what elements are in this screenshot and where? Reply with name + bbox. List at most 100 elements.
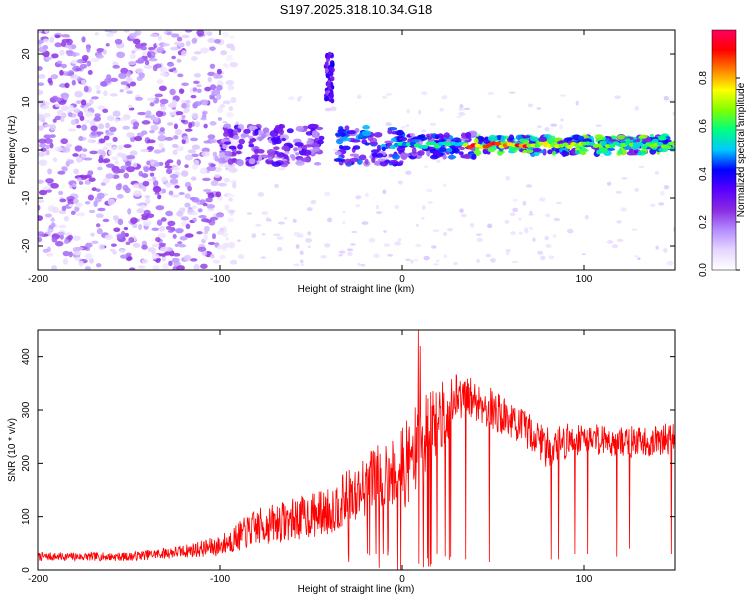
- spectrogram-y-label: Frequency (Hz): [7, 116, 18, 185]
- heatmap-cell: [52, 118, 57, 123]
- heatmap-cell: [190, 176, 197, 181]
- heatmap-cell: [180, 42, 185, 48]
- heatmap-cells: [38, 30, 675, 270]
- heatmap-cell: [342, 220, 346, 224]
- heatmap-cell: [373, 131, 383, 138]
- heatmap-cell: [377, 158, 386, 162]
- heatmap-cell: [97, 166, 103, 171]
- heatmap-cell: [276, 246, 283, 252]
- heatmap-cell: [125, 76, 133, 83]
- heatmap-cell: [153, 117, 159, 123]
- heatmap-cell: [396, 146, 406, 153]
- heatmap-cell: [487, 134, 498, 142]
- heatmap-cell: [156, 219, 163, 226]
- heatmap-cell: [544, 235, 549, 241]
- heatmap-cell: [666, 260, 674, 266]
- heatmap-cell: [213, 173, 221, 178]
- heatmap-cell: [119, 89, 124, 93]
- heatmap-cell: [201, 147, 210, 153]
- heatmap-cell: [120, 67, 129, 75]
- heatmap-cell: [512, 198, 518, 202]
- heatmap-cell: [159, 72, 168, 77]
- heatmap-cell: [360, 263, 366, 267]
- heatmap-cell: [148, 47, 156, 51]
- heatmap-cell: [71, 79, 76, 86]
- heatmap-cell: [334, 132, 342, 137]
- heatmap-cell: [430, 134, 436, 138]
- heatmap-cell: [155, 236, 161, 243]
- heatmap-cell: [209, 63, 216, 69]
- heatmap-cell: [209, 46, 216, 51]
- heatmap-cell: [38, 39, 44, 44]
- colorbar: 0.0 0.2 0.4 0.6 0.8 Normalized spectral ampl…: [698, 29, 747, 277]
- heatmap-cell: [368, 237, 376, 243]
- heatmap-cell: [87, 70, 93, 75]
- heatmap-cell: [146, 139, 156, 144]
- heatmap-cell: [193, 73, 201, 78]
- heatmap-cell: [443, 132, 450, 139]
- heatmap-cell: [191, 144, 200, 150]
- heatmap-cell: [225, 56, 234, 62]
- heatmap-cell: [278, 167, 286, 171]
- heatmap-cell: [277, 221, 285, 225]
- heatmap-cell: [98, 138, 106, 144]
- heatmap-cell: [196, 30, 205, 37]
- heatmap-cell: [84, 111, 94, 118]
- heatmap-cell: [574, 147, 581, 152]
- heatmap-cell: [473, 138, 479, 144]
- heatmap-cell: [42, 248, 49, 253]
- heatmap-cell: [60, 63, 67, 69]
- heatmap-cell: [508, 134, 515, 141]
- heatmap-cell: [73, 168, 79, 175]
- heatmap-cell: [223, 141, 232, 145]
- heatmap-cell: [228, 106, 234, 111]
- heatmap-cell: [135, 96, 143, 101]
- heatmap-cell: [180, 119, 186, 123]
- heatmap-cell: [307, 245, 311, 249]
- heatmap-cell: [166, 159, 174, 164]
- heatmap-cell: [325, 90, 330, 96]
- snr-frame: [37, 329, 676, 571]
- heatmap-cell: [109, 93, 118, 97]
- heatmap-cell: [594, 134, 604, 140]
- heatmap-cell: [229, 166, 237, 171]
- heatmap-cell: [90, 232, 95, 237]
- heatmap-cell: [203, 231, 209, 235]
- heatmap-cell: [51, 265, 57, 270]
- heatmap-cell: [149, 33, 159, 38]
- heatmap-cell: [120, 165, 128, 171]
- heatmap-cell: [132, 38, 141, 45]
- colorbar-gradient: [711, 29, 737, 271]
- heatmap-cell: [193, 80, 200, 85]
- heatmap-cell: [38, 199, 45, 204]
- heatmap-cell: [575, 100, 579, 106]
- heatmap-cell: [148, 166, 157, 172]
- heatmap-cell: [45, 149, 50, 156]
- heatmap-cell: [581, 253, 587, 256]
- heatmap-cell: [617, 134, 626, 140]
- heatmap-cell: [105, 132, 115, 136]
- heatmap-cell: [80, 153, 87, 159]
- heatmap-cell: [471, 153, 477, 160]
- heatmap-cell: [76, 212, 86, 217]
- heatmap-cell: [347, 251, 353, 257]
- heatmap-cell: [98, 123, 105, 130]
- heatmap-cell: [145, 197, 151, 205]
- heatmap-cell: [141, 130, 148, 136]
- heatmap-cell: [147, 247, 157, 253]
- heatmap-cell: [81, 124, 88, 131]
- heatmap-cell: [165, 210, 173, 217]
- heatmap-cell: [142, 220, 152, 227]
- heatmap-cell: [433, 144, 441, 149]
- heatmap-cell: [38, 159, 48, 166]
- heatmap-cell: [518, 218, 522, 221]
- heatmap-cell: [106, 142, 113, 147]
- heatmap-cell: [560, 118, 564, 122]
- heatmap-cell: [89, 120, 96, 126]
- heatmap-cell: [85, 266, 91, 270]
- heatmap-cell: [529, 210, 533, 216]
- heatmap-cell: [324, 67, 329, 73]
- heatmap-cell: [373, 160, 382, 166]
- heatmap-cell: [109, 126, 117, 133]
- heatmap-cell: [151, 227, 159, 232]
